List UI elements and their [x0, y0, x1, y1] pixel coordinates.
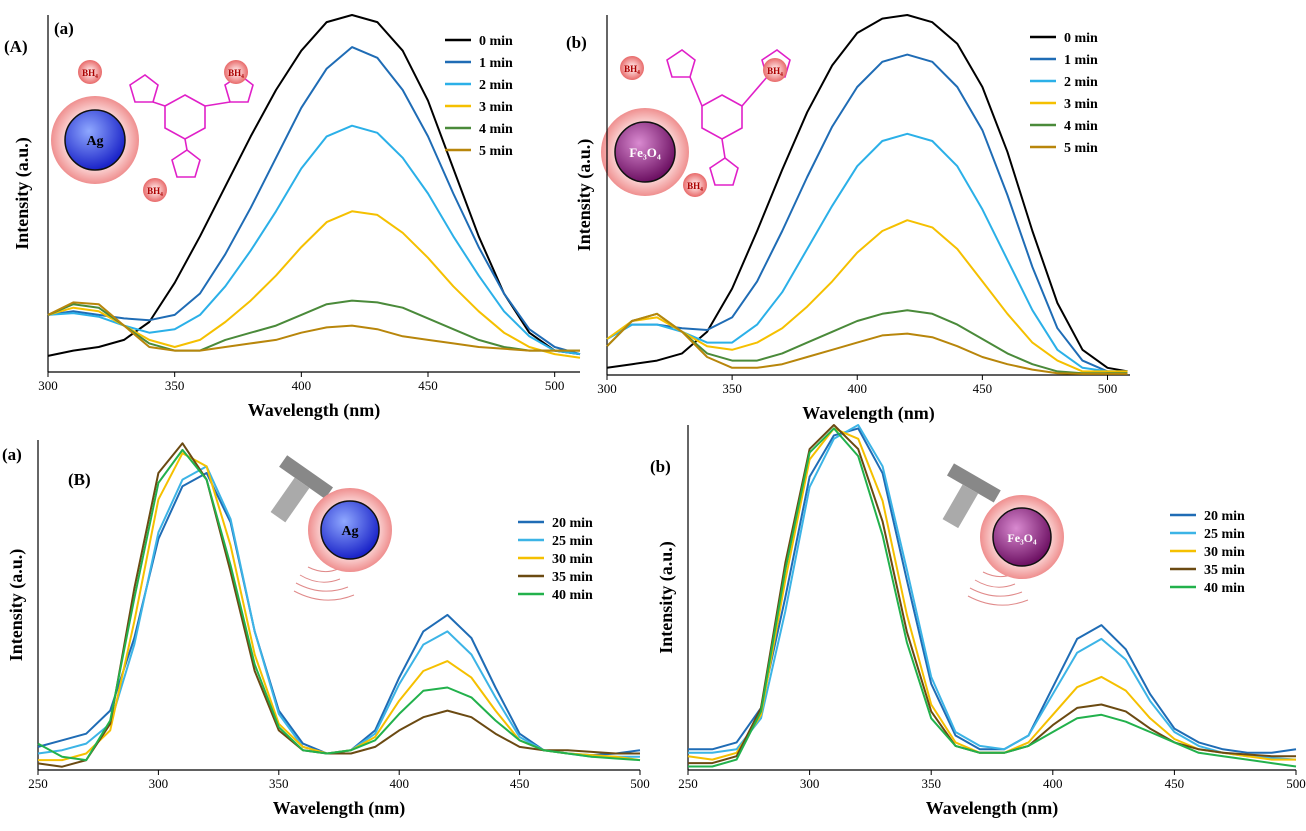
data-line	[37, 442, 640, 768]
y-axis-label: Intensity (a.u.)	[6, 549, 27, 662]
legend-label: 35 min	[552, 570, 593, 585]
x-axis-label: Wavelength (nm)	[273, 798, 406, 819]
data-line	[47, 14, 581, 357]
panel-label: (b)	[566, 33, 587, 52]
panel-label: (a)	[2, 445, 22, 464]
x-tick-label: 450	[973, 381, 993, 396]
legend-label: 35 min	[1204, 563, 1245, 578]
x-tick-label: 500	[630, 776, 650, 791]
data-line	[47, 301, 580, 352]
particle-label: Ag	[341, 524, 358, 539]
x-tick-label: 500	[1286, 776, 1306, 791]
legend-label: 30 min	[552, 552, 593, 567]
figure-label: (A)	[4, 37, 28, 56]
legend-label: 5 min	[1064, 141, 1098, 156]
data-line	[37, 448, 641, 762]
legend-label: 20 min	[1204, 509, 1245, 524]
legend-label: 2 min	[479, 78, 513, 93]
ion-label: BH₄	[147, 186, 163, 196]
figure-label: (B)	[68, 470, 91, 489]
data-line	[688, 427, 1297, 754]
ultrasound-probe: Ag	[270, 455, 392, 601]
molecule	[666, 49, 791, 186]
data-line	[688, 427, 1297, 768]
counter-ions: BH₄ BH₄ BH₄	[620, 56, 787, 197]
ion-label: BH₄	[82, 68, 98, 78]
data-line	[606, 312, 1128, 375]
x-tick-label: 350	[269, 776, 289, 791]
particle-label: Ag	[86, 134, 103, 149]
data-line	[606, 309, 1128, 375]
data-line	[47, 210, 581, 359]
legend-label: 3 min	[479, 100, 513, 115]
y-axis-label: Intensity (a.u.)	[656, 541, 677, 654]
x-axis-label: Wavelength (nm)	[802, 403, 935, 424]
x-tick-label: 450	[1165, 776, 1185, 791]
x-tick-label: 450	[418, 378, 438, 393]
ion-label: BH₄	[624, 64, 640, 74]
data-line	[688, 424, 1297, 761]
x-axis-label: Wavelength (nm)	[926, 798, 1059, 819]
y-axis-label: Intensity (a.u.)	[12, 137, 33, 250]
legend-label: 1 min	[479, 56, 513, 71]
ion-label: BH₄	[767, 66, 783, 76]
x-tick-label: 400	[1043, 776, 1063, 791]
x-tick-label: 350	[921, 776, 941, 791]
x-axis-label: Wavelength (nm)	[248, 400, 381, 421]
ultrasound-probe: Fe₃O₄	[942, 463, 1064, 606]
particle-label: Fe₃O₄	[629, 145, 661, 160]
data-line	[606, 219, 1128, 373]
ion-label: BH₄	[687, 181, 703, 191]
legend-label: 1 min	[1064, 53, 1098, 68]
nanoparticle-ag: Ag	[51, 96, 139, 184]
x-tick-label: 250	[28, 776, 48, 791]
legend-label: 25 min	[1204, 527, 1245, 542]
legend-label: 4 min	[479, 122, 513, 137]
x-tick-label: 300	[597, 381, 617, 396]
x-tick-label: 400	[847, 381, 867, 396]
legend-label: 40 min	[552, 588, 593, 603]
y-axis-label: Intensity (a.u.)	[574, 139, 595, 252]
data-line	[47, 124, 581, 356]
data-line	[606, 132, 1128, 373]
legend-label: 40 min	[1204, 581, 1245, 596]
legend-label: 3 min	[1064, 97, 1098, 112]
x-tick-label: 350	[722, 381, 742, 396]
legend-label: 4 min	[1064, 119, 1098, 134]
x-tick-label: 300	[149, 776, 169, 791]
ion-label: BH₄	[228, 68, 244, 78]
counter-ions: BH₄ BH₄ BH₄	[78, 60, 248, 202]
data-line	[47, 299, 580, 352]
x-tick-label: 500	[1098, 381, 1118, 396]
legend-label: 25 min	[552, 534, 593, 549]
x-tick-label: 400	[389, 776, 409, 791]
legend-label: 30 min	[1204, 545, 1245, 560]
x-tick-label: 450	[510, 776, 530, 791]
x-tick-label: 400	[292, 378, 312, 393]
data-line	[47, 46, 581, 356]
x-tick-label: 300	[800, 776, 820, 791]
particle-label: Fe₃O₄	[1007, 531, 1037, 545]
x-tick-label: 300	[38, 378, 58, 393]
data-line	[606, 53, 1128, 373]
legend-label: 0 min	[1064, 31, 1098, 46]
molecule	[129, 74, 254, 178]
panel-label: (a)	[54, 19, 74, 38]
x-tick-label: 500	[545, 378, 565, 393]
legend-label: 0 min	[479, 34, 513, 49]
legend-label: 5 min	[479, 144, 513, 159]
panel-label: (b)	[650, 457, 671, 476]
x-tick-label: 250	[678, 776, 698, 791]
nanoparticle-fe3o4: Fe₃O₄	[601, 108, 689, 196]
legend-label: 2 min	[1064, 75, 1098, 90]
x-tick-label: 350	[165, 378, 185, 393]
legend-label: 20 min	[552, 516, 593, 531]
